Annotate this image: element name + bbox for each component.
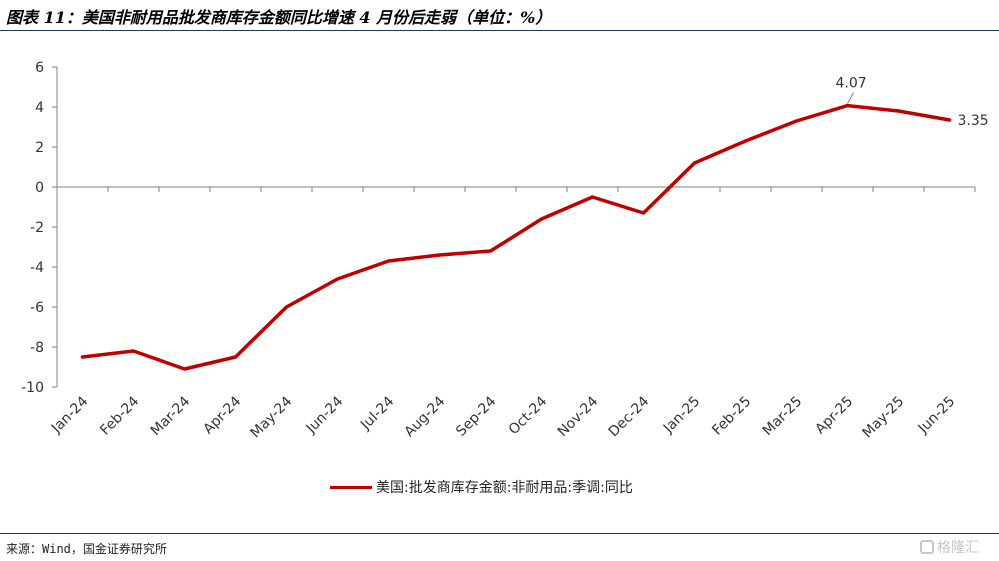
data-point [234,355,237,359]
data-point [81,355,84,359]
data-point [693,161,696,165]
x-tick-label: Mar-25 [760,394,806,440]
x-axis: Jan-24 Feb-24 Mar-24 Apr-24 May-24 Jun-24 Jul-… [48,186,976,442]
y-tick-label: 4 [35,100,44,116]
x-tick-label: Jun-24 [303,393,347,437]
data-label: 3.35 [958,113,989,129]
x-tick-label: Nov-24 [555,393,602,440]
series-line [80,103,952,371]
x-tick-label: Feb-24 [97,393,142,438]
x-tick-label: Jul-24 [357,393,397,433]
x-tick-label: Jun-25 [915,394,959,438]
data-point [540,217,543,221]
x-tick-label: May-24 [248,393,296,441]
data-point [744,139,747,143]
y-tick-label: 6 [35,60,44,76]
data-label-leader [847,92,854,104]
data-point [591,195,594,199]
y-tick-label: -4 [30,260,44,276]
data-point [846,104,849,108]
y-tick-label: 2 [35,140,44,156]
line-chart: 6 4 2 0 -2 -4 -6 -8 -10 Jan-24 Feb-24 Mar-24 Apr-24… [21,60,989,442]
y-tick-label: -6 [30,300,44,316]
x-tick-label: Oct-24 [506,393,551,438]
data-point [795,119,798,123]
chart-title: 图表 11：美国非耐用品批发商库存金额同比增速 4 月份后走弱（单位：%） [6,8,552,27]
data-point [285,305,288,309]
x-tick-label: Dec-24 [606,393,653,440]
y-tick-label: -2 [30,220,44,236]
footer-divider [0,533,999,534]
source-note: 来源：Wind，国金证券研究所 [6,542,167,556]
y-tick-label: -8 [30,340,44,356]
watermark-text: 格隆汇 [937,540,979,556]
data-point [948,118,951,122]
title-divider [0,30,999,31]
x-tick-label: Mar-24 [148,393,194,439]
chart-header: 图表 11：美国非耐用品批发商库存金额同比增速 4 月份后走弱（单位：%） [0,0,999,30]
x-tick-label: Sep-24 [453,393,499,439]
x-tick-label: Feb-25 [709,394,754,439]
data-point [387,259,390,263]
data-point [897,109,900,113]
x-tick-label: Jan-24 [48,393,92,437]
chart-legend: 美国:批发商库存金额:非耐用品:季调:同比 [330,478,633,496]
data-point [489,249,492,253]
x-tick-label: Apr-24 [200,393,244,437]
y-tick-label: -10 [21,380,44,396]
watermark: 格隆汇 [920,537,979,557]
x-tick-label: May-25 [860,394,908,442]
x-tick-label: Aug-24 [402,393,449,440]
data-point [438,253,441,257]
watermark-logo-icon [920,540,934,554]
y-tick-label: 0 [35,180,44,196]
legend-swatch [330,485,372,489]
y-axis: 6 4 2 0 -2 -4 -6 -8 -10 [21,60,58,396]
data-labels: 4.07 3.35 [836,76,989,129]
data-point [183,367,186,371]
x-tick-label: Apr-25 [812,394,856,438]
data-label: 4.07 [836,76,867,92]
x-tick-label: Jan-25 [660,394,703,437]
data-point [132,349,135,353]
legend-label: 美国:批发商库存金额:非耐用品:季调:同比 [376,480,633,496]
data-point [336,277,339,281]
data-point [642,211,645,215]
series-layer [80,103,952,371]
